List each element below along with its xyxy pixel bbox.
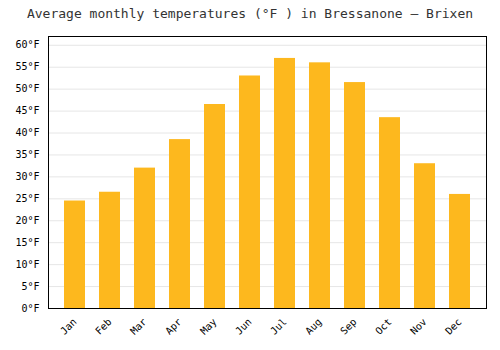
svg-text:15°F: 15°F <box>15 236 39 247</box>
svg-text:May: May <box>198 316 219 337</box>
svg-text:5°F: 5°F <box>21 280 39 291</box>
svg-text:30°F: 30°F <box>15 171 39 182</box>
svg-text:Aug: Aug <box>303 316 324 337</box>
html-text:Average monthly temperatures (: Average monthly temperatures (°F ) in Br… <box>26 6 474 21</box>
svg-text:Jul: Jul <box>268 316 289 337</box>
svg-text:Oct: Oct <box>373 316 394 337</box>
svg-text:20°F: 20°F <box>15 215 39 226</box>
svg-text:40°F: 40°F <box>15 127 39 138</box>
svg-text:50°F: 50°F <box>15 83 39 94</box>
svg-text:Feb: Feb <box>93 316 114 337</box>
svg-text:Sep: Sep <box>338 316 359 337</box>
svg-text:Apr: Apr <box>163 316 184 337</box>
svg-text:25°F: 25°F <box>15 193 39 204</box>
svg-text:35°F: 35°F <box>15 149 39 160</box>
svg-text:45°F: 45°F <box>15 105 39 116</box>
svg-text:Dec: Dec <box>443 316 464 337</box>
svg-text:55°F: 55°F <box>15 61 39 72</box>
svg-text:0°F: 0°F <box>21 302 39 313</box>
svg-text:Jun: Jun <box>233 316 254 337</box>
svg-text:Nov: Nov <box>408 316 429 337</box>
svg-text:60°F: 60°F <box>15 39 39 50</box>
svg-text:10°F: 10°F <box>15 258 39 269</box>
svg-text:Jan: Jan <box>58 316 79 337</box>
svg-text:Mar: Mar <box>128 316 149 337</box>
